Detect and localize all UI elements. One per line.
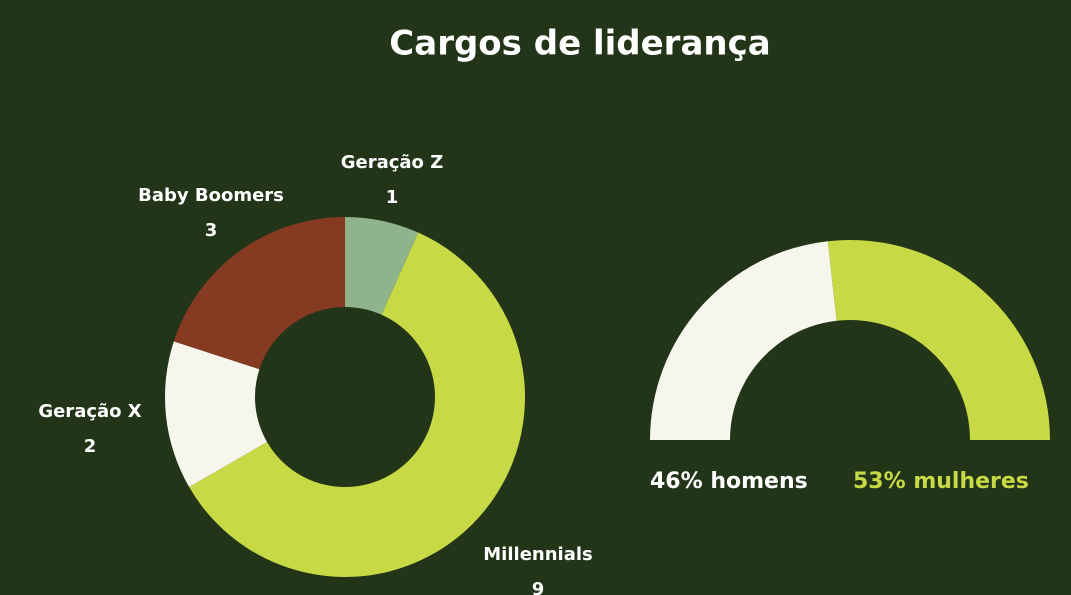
slice-value: 9 — [532, 579, 545, 595]
slice-label: Geração Z — [341, 152, 444, 173]
donut-slice — [345, 217, 419, 315]
slice-value: 3 — [205, 220, 218, 241]
donut-slice — [173, 217, 345, 370]
gauge-segment — [827, 239, 1050, 440]
gauge-label: 53% mulheres — [853, 469, 1029, 494]
slice-label: Geração X — [38, 401, 141, 422]
gauge-segment — [650, 241, 837, 440]
donut-slice — [165, 341, 268, 487]
title: Cargos de liderança — [389, 24, 770, 64]
slice-label: Baby Boomers — [138, 185, 284, 206]
slice-label: Millennials — [483, 544, 592, 565]
gauge-label: 46% homens — [650, 469, 808, 494]
slice-value: 1 — [386, 187, 399, 208]
slice-value: 2 — [84, 436, 97, 457]
donut-slice — [189, 232, 526, 577]
